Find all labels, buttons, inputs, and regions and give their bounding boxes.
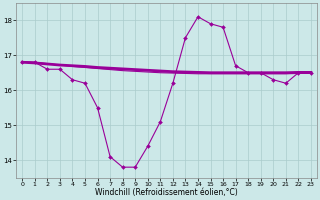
- X-axis label: Windchill (Refroidissement éolien,°C): Windchill (Refroidissement éolien,°C): [95, 188, 238, 197]
